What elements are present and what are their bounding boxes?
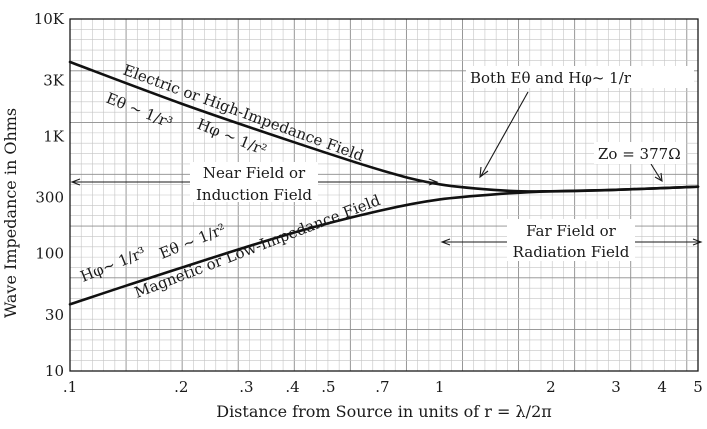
far-field-label-line2: Radiation Field (513, 243, 630, 261)
near-field-label-line2: Induction Field (196, 186, 312, 204)
plot-frame (69, 18, 699, 372)
x-tick-label: .2 (174, 378, 188, 396)
both-fields-leader (479, 91, 529, 179)
y-tick-label: 100 (35, 245, 64, 263)
grid (70, 19, 698, 371)
y-tick-label: 30 (45, 306, 64, 324)
far-field-label-line1: Far Field or (526, 222, 617, 240)
z0-label-bg (594, 142, 686, 164)
near-field-label-bg (190, 162, 318, 202)
far-field-range-arrow (440, 238, 703, 246)
y-tick-label: 10K (34, 10, 65, 28)
far-field-label-bg (507, 219, 635, 261)
near-field-label-line1: Near Field or (203, 164, 306, 182)
z0-leader (650, 163, 663, 183)
x-tick-label: 1 (435, 378, 445, 396)
near-field-range-arrow (70, 178, 439, 186)
y-tick-label: 3K (43, 71, 65, 89)
y-tick-label: 300 (35, 189, 64, 207)
both-fields-label: Both Eθ and Hφ~ 1/r (470, 69, 632, 87)
x-tick-label: .4 (285, 378, 299, 396)
y-tick-label: 10 (45, 362, 64, 380)
y-tick-labels: 10 30 100 300 1K 3K 10K (34, 10, 65, 380)
x-tick-label: 5 (693, 378, 703, 396)
x-tick-label: .5 (321, 378, 335, 396)
x-tick-label: 4 (657, 378, 667, 396)
series (68, 60, 700, 306)
y-axis-label: Wave Impedance in Ohms (1, 108, 20, 318)
x-tick-label: 2 (546, 378, 556, 396)
both-fields-label-bg (466, 66, 694, 88)
y-tick-label: 1K (43, 127, 65, 145)
x-tick-label: .1 (63, 378, 77, 396)
x-axis-label: Distance from Source in units of r = λ/2… (216, 402, 552, 421)
x-tick-labels: .1 .2 .3 .4 .5 .7 1 2 3 4 5 (63, 378, 703, 396)
x-tick-label: 3 (611, 378, 621, 396)
x-tick-label: .7 (375, 378, 389, 396)
z0-label: Zo = 377Ω (598, 145, 681, 163)
x-tick-label: .3 (239, 378, 253, 396)
series-line-magnetic (68, 185, 700, 306)
